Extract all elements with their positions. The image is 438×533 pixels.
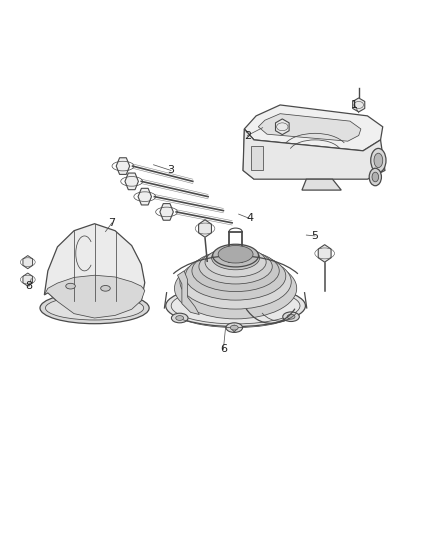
Polygon shape [44, 275, 145, 318]
Polygon shape [125, 173, 138, 190]
Text: 2: 2 [244, 131, 251, 141]
Polygon shape [116, 158, 130, 174]
Text: 5: 5 [311, 231, 318, 241]
Polygon shape [138, 188, 152, 205]
Polygon shape [160, 204, 173, 220]
Ellipse shape [283, 312, 299, 321]
Polygon shape [244, 105, 383, 151]
Polygon shape [23, 273, 32, 286]
Ellipse shape [205, 247, 266, 277]
Text: 1: 1 [351, 100, 358, 110]
Text: 7: 7 [109, 218, 116, 228]
Ellipse shape [180, 254, 291, 309]
Ellipse shape [199, 249, 272, 284]
Ellipse shape [374, 153, 383, 167]
Ellipse shape [218, 246, 253, 263]
Polygon shape [231, 325, 237, 332]
Ellipse shape [176, 316, 184, 320]
Polygon shape [243, 129, 254, 179]
Polygon shape [302, 179, 341, 190]
Ellipse shape [372, 172, 378, 182]
Polygon shape [276, 119, 289, 135]
Ellipse shape [369, 168, 381, 185]
Ellipse shape [174, 258, 297, 319]
Ellipse shape [371, 148, 386, 172]
Ellipse shape [185, 252, 286, 300]
Text: 6: 6 [220, 344, 227, 354]
Ellipse shape [171, 288, 300, 324]
Ellipse shape [212, 246, 260, 270]
Text: 3: 3 [167, 165, 174, 175]
Polygon shape [318, 245, 331, 262]
Polygon shape [44, 224, 145, 318]
Ellipse shape [40, 292, 149, 324]
Ellipse shape [287, 314, 295, 319]
Text: 4: 4 [246, 214, 253, 223]
Ellipse shape [192, 250, 279, 292]
Polygon shape [198, 220, 212, 237]
Ellipse shape [230, 325, 238, 330]
Polygon shape [243, 129, 385, 179]
Ellipse shape [226, 323, 243, 333]
Ellipse shape [66, 284, 75, 289]
Polygon shape [251, 147, 263, 171]
Polygon shape [353, 98, 365, 112]
Ellipse shape [171, 313, 188, 323]
Polygon shape [177, 271, 199, 314]
Text: 8: 8 [25, 281, 33, 291]
Ellipse shape [166, 285, 305, 327]
Ellipse shape [101, 286, 110, 291]
Polygon shape [23, 256, 32, 269]
Polygon shape [258, 114, 361, 141]
Ellipse shape [213, 244, 258, 267]
Ellipse shape [46, 296, 144, 320]
